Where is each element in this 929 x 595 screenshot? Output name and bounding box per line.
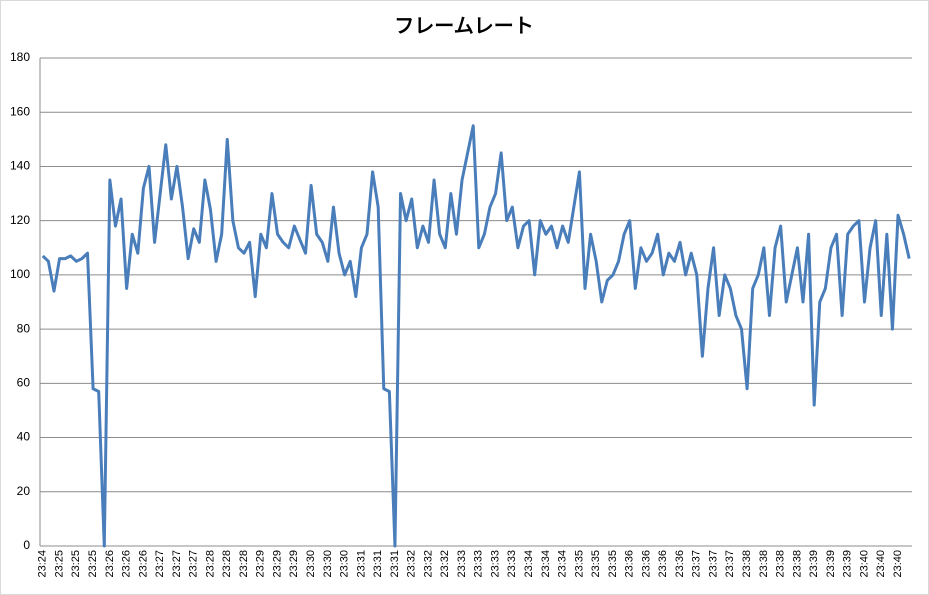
y-tick-label: 20 [17, 484, 31, 498]
x-tick-label: 23:29 [288, 550, 300, 578]
y-tick-label: 180 [10, 50, 30, 64]
x-tick-label: 23:35 [573, 550, 585, 578]
x-tick-label: 23:33 [489, 550, 501, 578]
x-tick-label: 23:27 [188, 550, 200, 578]
x-tick-label: 23:36 [674, 550, 686, 578]
y-tick-label: 40 [17, 430, 31, 444]
x-tick-label: 23:32 [406, 550, 418, 578]
y-tick-label: 0 [23, 538, 30, 552]
x-tick-label: 23:30 [322, 550, 334, 578]
x-tick-label: 23:37 [724, 550, 736, 578]
x-tick-label: 23:40 [858, 550, 870, 578]
x-tick-label: 23:37 [691, 550, 703, 578]
x-tick-label: 23:30 [305, 550, 317, 578]
y-tick-label: 140 [10, 159, 30, 173]
x-tick-label: 23:28 [221, 550, 233, 578]
x-tick-label: 23:33 [506, 550, 518, 578]
x-tick-label: 23:25 [53, 550, 65, 578]
x-tick-label: 23:35 [607, 550, 619, 578]
x-tick-label: 23:27 [154, 550, 166, 578]
x-tick-label: 23:38 [775, 550, 787, 578]
x-tick-label: 23:31 [389, 550, 401, 578]
x-tick-label: 23:30 [339, 550, 351, 578]
x-tick-label: 23:32 [422, 550, 434, 578]
y-tick-label: 160 [10, 104, 30, 118]
x-tick-label: 23:28 [204, 550, 216, 578]
x-tick-label: 23:25 [70, 550, 82, 578]
y-tick-label: 60 [17, 376, 31, 390]
data-line [41, 124, 911, 548]
y-tick-label: 100 [10, 267, 30, 281]
x-tick-label: 23:38 [741, 550, 753, 578]
x-tick-label: 23:29 [271, 550, 283, 578]
x-tick-label: 23:35 [590, 550, 602, 578]
x-tick-label: 23:24 [37, 550, 49, 578]
x-tick-label: 23:39 [808, 550, 820, 578]
x-tick-label: 23:33 [473, 550, 485, 578]
x-tick-label: 23:29 [255, 550, 267, 578]
x-tick-label: 23:34 [557, 550, 569, 578]
x-tick-label: 23:26 [104, 550, 116, 578]
y-tick-label: 80 [17, 321, 31, 335]
x-tick-label: 23:34 [540, 550, 552, 578]
x-tick-label: 23:39 [825, 550, 837, 578]
x-tick-label: 23:32 [439, 550, 451, 578]
x-tick-label: 23:40 [892, 550, 904, 578]
x-tick-label: 23:38 [758, 550, 770, 578]
x-tick-label: 23:28 [238, 550, 250, 578]
x-tick-label: 23:31 [372, 550, 384, 578]
x-tick-label: 23:40 [875, 550, 887, 578]
x-tick-label: 23:34 [523, 550, 535, 578]
y-tick-label: 120 [10, 213, 30, 227]
x-tick-label: 23:36 [640, 550, 652, 578]
x-tick-label: 23:37 [707, 550, 719, 578]
x-tick-label: 23:36 [624, 550, 636, 578]
x-tick-label: 23:38 [791, 550, 803, 578]
x-tick-label: 23:27 [171, 550, 183, 578]
x-tick-label: 23:33 [456, 550, 468, 578]
x-tick-label: 23:26 [121, 550, 133, 578]
x-tick-label: 23:36 [657, 550, 669, 578]
chart-title: フレームレート [394, 15, 533, 37]
x-tick-label: 23:31 [355, 550, 367, 578]
x-tick-label: 23:39 [842, 550, 854, 578]
x-tick-label: 23:25 [87, 550, 99, 578]
x-tick-label: 23:26 [137, 550, 149, 578]
